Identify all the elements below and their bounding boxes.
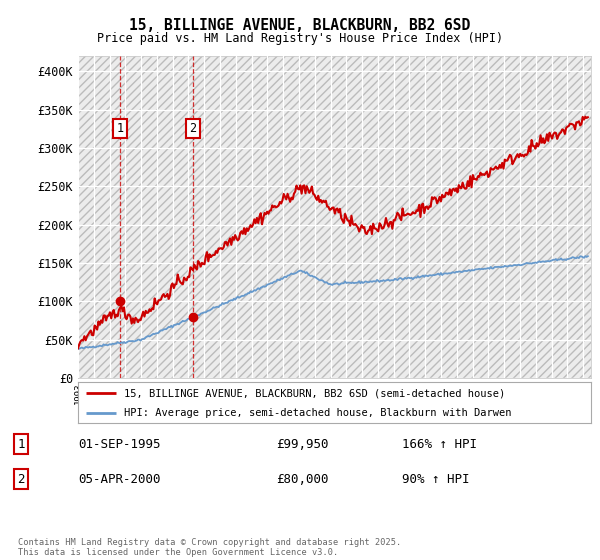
Text: 2: 2 [189, 122, 196, 135]
Text: 15, BILLINGE AVENUE, BLACKBURN, BB2 6SD (semi-detached house): 15, BILLINGE AVENUE, BLACKBURN, BB2 6SD … [124, 389, 505, 398]
Text: 2: 2 [17, 473, 25, 486]
Text: 01-SEP-1995: 01-SEP-1995 [78, 437, 161, 451]
Text: 15, BILLINGE AVENUE, BLACKBURN, BB2 6SD: 15, BILLINGE AVENUE, BLACKBURN, BB2 6SD [130, 18, 470, 33]
Text: 90% ↑ HPI: 90% ↑ HPI [402, 473, 470, 486]
Text: £99,950: £99,950 [276, 437, 329, 451]
Text: 05-APR-2000: 05-APR-2000 [78, 473, 161, 486]
Text: 1: 1 [17, 437, 25, 451]
Text: £80,000: £80,000 [276, 473, 329, 486]
Text: Price paid vs. HM Land Registry's House Price Index (HPI): Price paid vs. HM Land Registry's House … [97, 32, 503, 45]
Text: HPI: Average price, semi-detached house, Blackburn with Darwen: HPI: Average price, semi-detached house,… [124, 408, 512, 418]
Text: Contains HM Land Registry data © Crown copyright and database right 2025.
This d: Contains HM Land Registry data © Crown c… [18, 538, 401, 557]
Text: 1: 1 [116, 122, 124, 135]
Text: 166% ↑ HPI: 166% ↑ HPI [402, 437, 477, 451]
